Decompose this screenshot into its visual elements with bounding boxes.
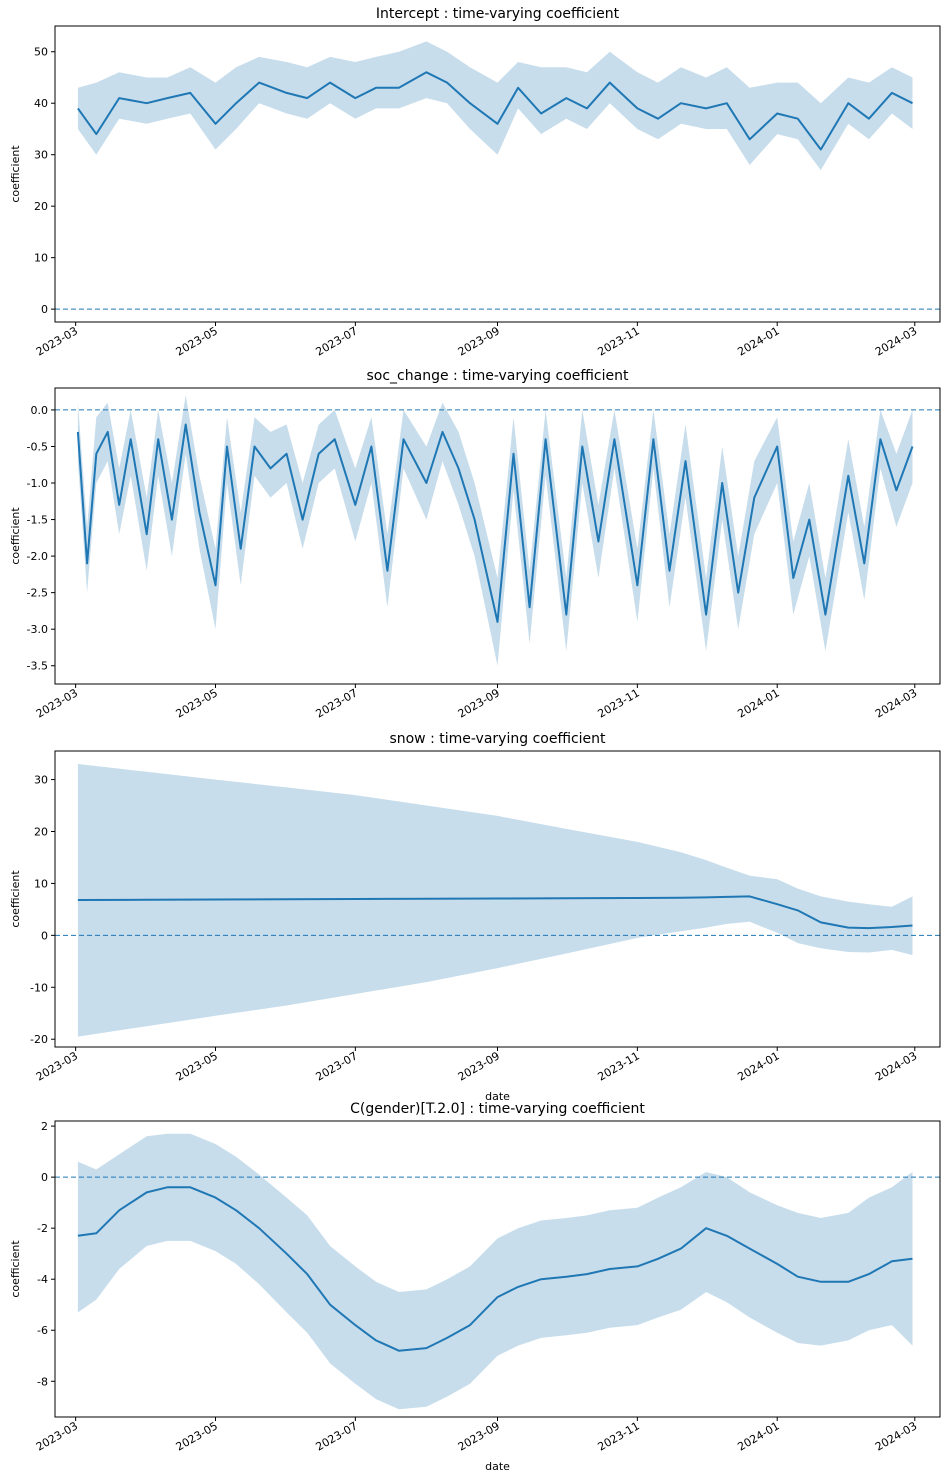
x-tick-label: 2023-09	[456, 1419, 502, 1453]
chart-panel-2: 0.0 -0.5 -1.0 -1.5 -2.0 -2.5 -3.0 -3.5 2023-03 20…	[9, 368, 941, 721]
x-tick-label: 2024-03	[873, 1049, 919, 1083]
chart-title: C(gender)[T.2.0] : time-varying coeffici…	[350, 1101, 645, 1117]
chart-title: Intercept : time-varying coefficient	[376, 6, 620, 22]
chart-panel-1: 0 10 20 30 40 50 2023-03 2023-05 2023-07 2023-09 2…	[9, 6, 941, 359]
y-tick-label: 30	[34, 774, 48, 787]
y-tick-label: -0.5	[27, 440, 48, 453]
y-axis-label: coefficient	[9, 1240, 22, 1298]
y-tick-label: 0.0	[31, 404, 49, 417]
y-tick-label: 2	[41, 1120, 48, 1133]
x-tick-label: 2023-05	[174, 1049, 220, 1083]
x-tick-label: 2023-11	[596, 1419, 642, 1453]
x-tick-label: 2023-03	[34, 686, 80, 720]
y-axis-label: coefficient	[9, 870, 22, 928]
x-tick-label: 2024-03	[873, 1419, 919, 1453]
y-axis-label: coefficient	[9, 507, 22, 565]
confidence-band	[77, 764, 913, 1037]
coefficient-line	[77, 895, 913, 930]
y-tick-label: -2.5	[27, 587, 48, 600]
x-tick-label: 2023-11	[596, 1049, 642, 1083]
chart-title: snow : time-varying coefficient	[389, 731, 606, 747]
y-axis-label: coefficient	[9, 145, 22, 203]
y-tick-label: -10	[30, 981, 48, 994]
x-tick-label: 2023-05	[174, 1419, 220, 1453]
y-tick-label: -3.0	[27, 623, 48, 636]
coefficient-line	[76, 423, 914, 623]
x-tick-label: 2023-05	[174, 324, 220, 358]
y-tick-label: 10	[34, 877, 48, 890]
x-tick-label: 2023-07	[314, 1049, 360, 1083]
chart-panel-4: 2 0 -2 -4 -6 -8 2023-03 2023-05 2023-07 2023-09 20…	[9, 1101, 941, 1473]
confidence-band	[77, 1133, 913, 1410]
x-tick-label: 2024-01	[735, 1049, 781, 1083]
y-tick-label: -8	[37, 1375, 48, 1388]
y-tick-label: -3.5	[27, 660, 48, 673]
coefficient-line	[77, 1186, 913, 1352]
y-tick-label: 0	[41, 303, 48, 316]
y-tick-label: 20	[34, 200, 48, 213]
x-tick-label: 2023-11	[596, 686, 642, 720]
y-tick-label: -4	[37, 1273, 48, 1286]
chart-panel-3: 30 20 10 0 -10 -20 2023-03 2023-05 2023-07 2023-0…	[9, 731, 941, 1103]
y-tick-label: 30	[34, 149, 48, 162]
x-tick-label: 2023-03	[34, 1419, 80, 1453]
x-axis-label: date	[485, 1090, 510, 1103]
x-tick-label: 2023-11	[596, 324, 642, 358]
x-tick-label: 2024-03	[873, 686, 919, 720]
coefficient-line	[77, 71, 913, 151]
y-tick-label: -1.0	[27, 477, 48, 490]
y-tick-label: -6	[37, 1324, 48, 1337]
y-tick-label: -1.5	[27, 514, 48, 527]
x-tick-label: 2023-07	[314, 1419, 360, 1453]
y-tick-label: 40	[34, 97, 48, 110]
x-tick-label: 2023-03	[34, 324, 80, 358]
x-tick-label: 2023-09	[456, 1049, 502, 1083]
confidence-band	[77, 41, 913, 171]
x-tick-label: 2023-07	[314, 324, 360, 358]
x-tick-label: 2024-01	[735, 1419, 781, 1453]
y-tick-label: -2	[37, 1222, 48, 1235]
x-tick-label: 2023-07	[314, 686, 360, 720]
x-tick-label: 2023-05	[174, 686, 220, 720]
x-tick-label: 2023-09	[456, 324, 502, 358]
x-tick-label: 2023-09	[456, 686, 502, 720]
y-tick-label: 0	[41, 1171, 48, 1184]
chart-title: soc_change : time-varying coefficient	[367, 368, 629, 384]
x-tick-label: 2023-03	[34, 1049, 80, 1083]
x-tick-label: 2024-01	[735, 686, 781, 720]
y-tick-label: 10	[34, 252, 48, 265]
y-tick-label: 0	[41, 929, 48, 942]
y-tick-label: 50	[34, 46, 48, 59]
x-tick-label: 2024-01	[735, 324, 781, 358]
y-tick-label: -20	[30, 1033, 48, 1046]
y-tick-label: -2.0	[27, 550, 48, 563]
x-tick-label: 2024-03	[873, 324, 919, 358]
y-tick-label: 20	[34, 825, 48, 838]
x-axis-label: date	[485, 1460, 510, 1473]
